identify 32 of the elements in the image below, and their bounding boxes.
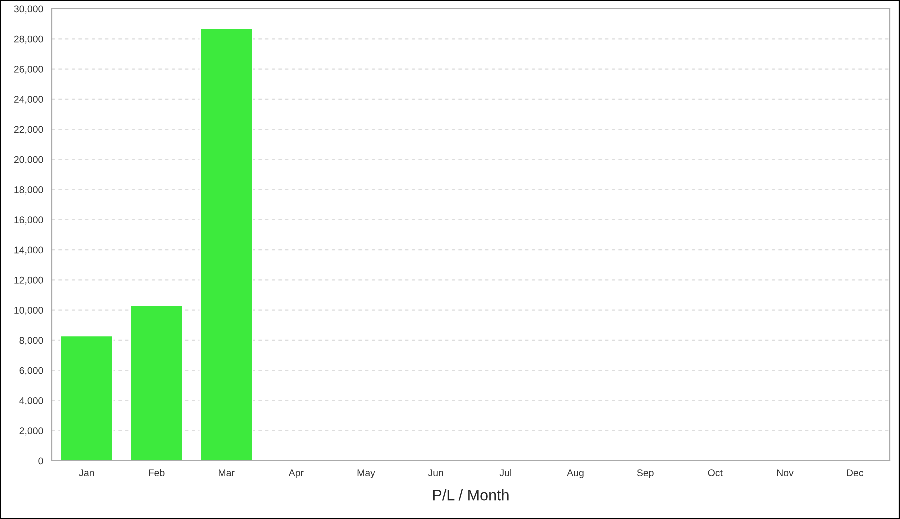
- y-tick-label: 22,000: [14, 126, 44, 134]
- y-tick-label: 12,000: [14, 276, 44, 285]
- x-axis-title: P/L / Month: [433, 490, 509, 501]
- y-tick-label: 24,000: [14, 96, 44, 104]
- y-tick-label: 16,000: [14, 216, 44, 225]
- x-tick-label: Aug: [567, 470, 584, 478]
- y-tick-label: 26,000: [14, 66, 44, 74]
- y-tick-label: 8,000: [20, 337, 44, 346]
- bar: [60, 335, 114, 461]
- y-tick-label: 20,000: [14, 156, 44, 164]
- x-tick-label: Feb: [149, 469, 165, 476]
- y-tick-label: 18,000: [14, 186, 44, 195]
- y-tick-label: 0: [38, 458, 44, 465]
- y-tick-label: 14,000: [14, 246, 44, 255]
- y-tick-label: 28,000: [14, 36, 44, 44]
- x-tick-label: Nov: [777, 470, 794, 476]
- y-tick-label: 30,000: [14, 6, 44, 14]
- x-tick-label: Sep: [637, 470, 654, 478]
- y-tick-label: 2,000: [20, 428, 44, 436]
- x-tick-label: Jun: [428, 470, 444, 476]
- bar: [130, 305, 184, 461]
- y-tick-label: 6,000: [20, 367, 44, 376]
- y-tick-label: 10,000: [14, 307, 44, 316]
- x-tick-label: Oct: [708, 470, 723, 476]
- bar: [200, 28, 254, 461]
- x-tick-label: Mar: [219, 470, 235, 476]
- x-tick-label: Jan: [79, 470, 94, 476]
- x-tick-label: May: [358, 470, 376, 478]
- x-tick-label: Jul: [500, 469, 512, 476]
- y-tick-label: 4,000: [20, 397, 44, 406]
- x-tick-label: Apr: [288, 470, 304, 478]
- x-tick-label: Dec: [847, 470, 864, 476]
